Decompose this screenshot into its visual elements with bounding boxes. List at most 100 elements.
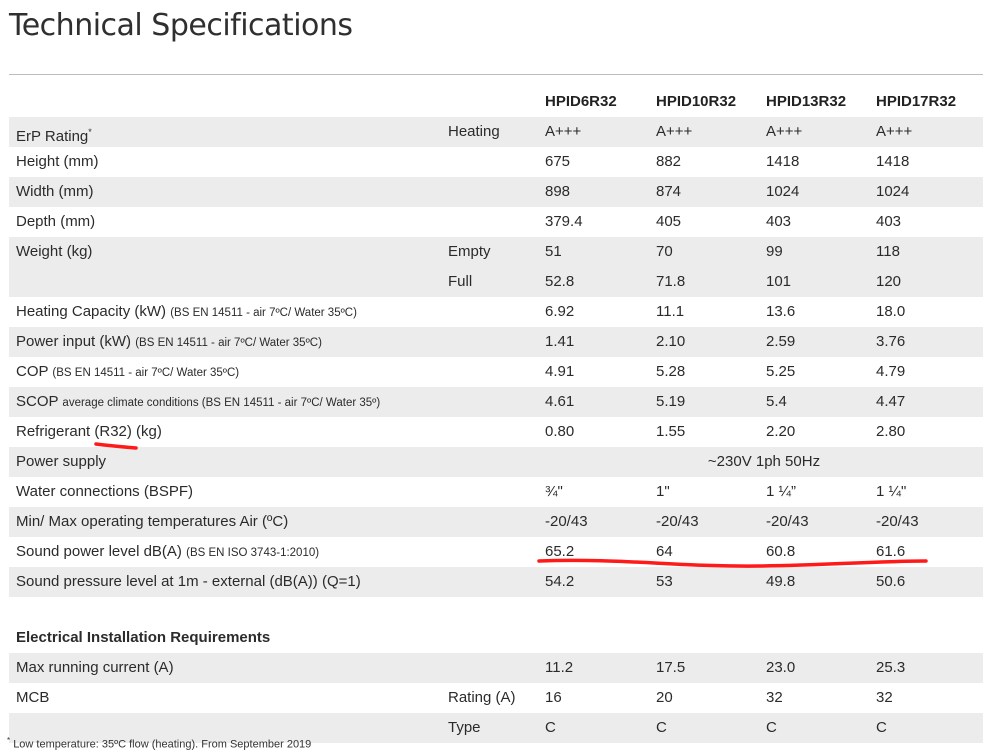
table-cell: C: [766, 719, 777, 736]
table-cell: 23.0: [766, 659, 796, 676]
table-cell: 13.6: [766, 303, 796, 320]
table-cell: 2.80: [876, 423, 906, 440]
table-spacer: [9, 597, 983, 623]
table-cell: 18.0: [876, 303, 906, 320]
row-label: Power supply: [16, 453, 107, 470]
table-row-erp-rating: ErP Rating* Heating A+++ A+++ A+++ A+++: [9, 117, 983, 147]
row-label: MCB: [16, 689, 50, 706]
table-cell: -20/43: [545, 513, 588, 530]
row-label: ErP Rating*: [16, 117, 92, 147]
table-cell: 32: [766, 689, 783, 706]
column-header: HPID17R32: [876, 93, 957, 110]
table-cell: 120: [876, 273, 902, 290]
table-cell: 1 ¼": [876, 483, 907, 500]
row-label-text: SCOP: [16, 393, 59, 410]
table-cell: 64: [656, 543, 673, 560]
section-header-electrical: Electrical Installation Requirements: [9, 623, 983, 653]
section-title: Electrical Installation Requirements: [16, 629, 271, 646]
row-label: Weight (kg): [16, 243, 93, 260]
table-cell: -20/43: [656, 513, 699, 530]
table-cell: 1024: [876, 183, 910, 200]
row-label: Height (mm): [16, 153, 99, 170]
table-cell: 17.5: [656, 659, 686, 676]
row-label-text: Power input (kW): [16, 333, 132, 350]
column-header: HPID6R32: [545, 93, 617, 110]
table-cell: ¾": [545, 483, 563, 500]
table-cell: 49.8: [766, 573, 796, 590]
footnote-mark: *: [88, 127, 92, 137]
table-cell: 882: [656, 153, 682, 170]
row-label-text: Heating Capacity (kW): [16, 303, 167, 320]
table-cell: 118: [876, 243, 900, 260]
table-cell: 50.6: [876, 573, 906, 590]
table-row-depth: Depth (mm) 379.4 405 403 403: [9, 207, 983, 237]
table-cell: 6.92: [545, 303, 575, 320]
table-cell: 5.25: [766, 363, 796, 380]
row-label-text: Sound power level dB(A): [16, 543, 182, 560]
table-cell: 898: [545, 183, 571, 200]
table-cell: 1.55: [656, 423, 686, 440]
row-label: Water connections (BSPF): [16, 483, 194, 500]
table-cell: A+++: [766, 123, 803, 140]
title-divider: [9, 74, 983, 75]
row-label-note: (BS EN 14511 - air 7ºC/ Water 35ºC): [135, 337, 322, 349]
table-cell: 405: [656, 213, 682, 230]
table-cell-spanning: ~230V 1ph 50Hz: [707, 453, 821, 470]
column-header: HPID10R32: [656, 93, 737, 110]
row-sublabel: Full: [448, 273, 473, 290]
table-cell: 65.2: [545, 543, 575, 560]
table-cell: 5.28: [656, 363, 686, 380]
table-row-mcb-rating: MCB Rating (A) 16 20 32 32: [9, 683, 983, 713]
row-label: Min/ Max operating temperatures Air (ºC): [16, 513, 289, 530]
row-label-note: (BS EN 14511 - air 7ºC/ Water 35ºC): [170, 307, 357, 319]
table-cell: 16: [545, 689, 562, 706]
table-cell: 3.76: [876, 333, 906, 350]
table-cell: 1 ¼”: [766, 483, 797, 500]
table-cell: -20/43: [876, 513, 919, 530]
table-cell: 5.19: [656, 393, 686, 410]
table-cell: 71.8: [656, 273, 686, 290]
table-row-height: Height (mm) 675 882 1418 1418: [9, 147, 983, 177]
row-sublabel: Type: [448, 719, 481, 736]
table-cell: 403: [766, 213, 792, 230]
row-label: Max running current (A): [16, 659, 174, 676]
table-cell: 0.80: [545, 423, 575, 440]
table-row-max-running-current: Max running current (A) 11.2 17.5 23.0 2…: [9, 653, 983, 683]
footnote-mark: *: [7, 736, 11, 745]
table-cell: 70: [656, 243, 673, 260]
table-cell: C: [545, 719, 556, 736]
table-row-sound-pressure: Sound pressure level at 1m - external (d…: [9, 567, 983, 597]
spec-table: HPID6R32 HPID10R32 HPID13R32 HPID17R32 E…: [9, 87, 983, 743]
table-cell: 379.4: [545, 213, 583, 230]
table-row-sound-power: Sound power level dB(A) (BS EN ISO 3743-…: [9, 537, 983, 567]
table-cell: 99: [766, 243, 783, 260]
column-header: HPID13R32: [766, 93, 847, 110]
table-cell: 25.3: [876, 659, 906, 676]
table-row-mcb-type: Type C C C C: [9, 713, 983, 743]
table-row-width: Width (mm) 898 874 1024 1024: [9, 177, 983, 207]
footnote: * Low temperature: 35ºC flow (heating). …: [7, 736, 311, 751]
row-label: Width (mm): [16, 183, 94, 200]
row-label: Power input (kW) (BS EN 14511 - air 7ºC/…: [16, 327, 322, 357]
table-cell: 4.61: [545, 393, 575, 410]
table-cell: 675: [545, 153, 571, 170]
row-label: SCOP average climate conditions (BS EN 1…: [16, 387, 380, 417]
row-label: Refrigerant (R32) (kg): [16, 423, 162, 440]
row-label: Heating Capacity (kW) (BS EN 14511 - air…: [16, 297, 357, 327]
table-cell: A+++: [876, 123, 913, 140]
table-cell: 5.4: [766, 393, 787, 410]
row-label-text: ErP Rating: [16, 128, 89, 145]
table-row-heating-capacity: Heating Capacity (kW) (BS EN 14511 - air…: [9, 297, 983, 327]
row-label-note: (BS EN ISO 3743-1:2010): [186, 547, 320, 559]
table-row-cop: COP (BS EN 14511 - air 7ºC/ Water 35ºC) …: [9, 357, 983, 387]
table-row-weight: Weight (kg) Empty 51 70 99 118 Full 52.8…: [9, 237, 983, 297]
table-row-power-supply: Power supply ~230V 1ph 50Hz: [9, 447, 983, 477]
table-row-refrigerant: Refrigerant (R32) (kg) 0.80 1.55 2.20 2.…: [9, 417, 983, 447]
table-cell: 1.41: [545, 333, 575, 350]
row-sublabel: Rating (A): [448, 689, 516, 706]
table-cell: 60.8: [766, 543, 796, 560]
table-cell: 52.8: [545, 273, 575, 290]
table-cell: 1": [656, 483, 670, 500]
table-cell: C: [656, 719, 667, 736]
table-row-operating-temperatures: Min/ Max operating temperatures Air (ºC)…: [9, 507, 983, 537]
